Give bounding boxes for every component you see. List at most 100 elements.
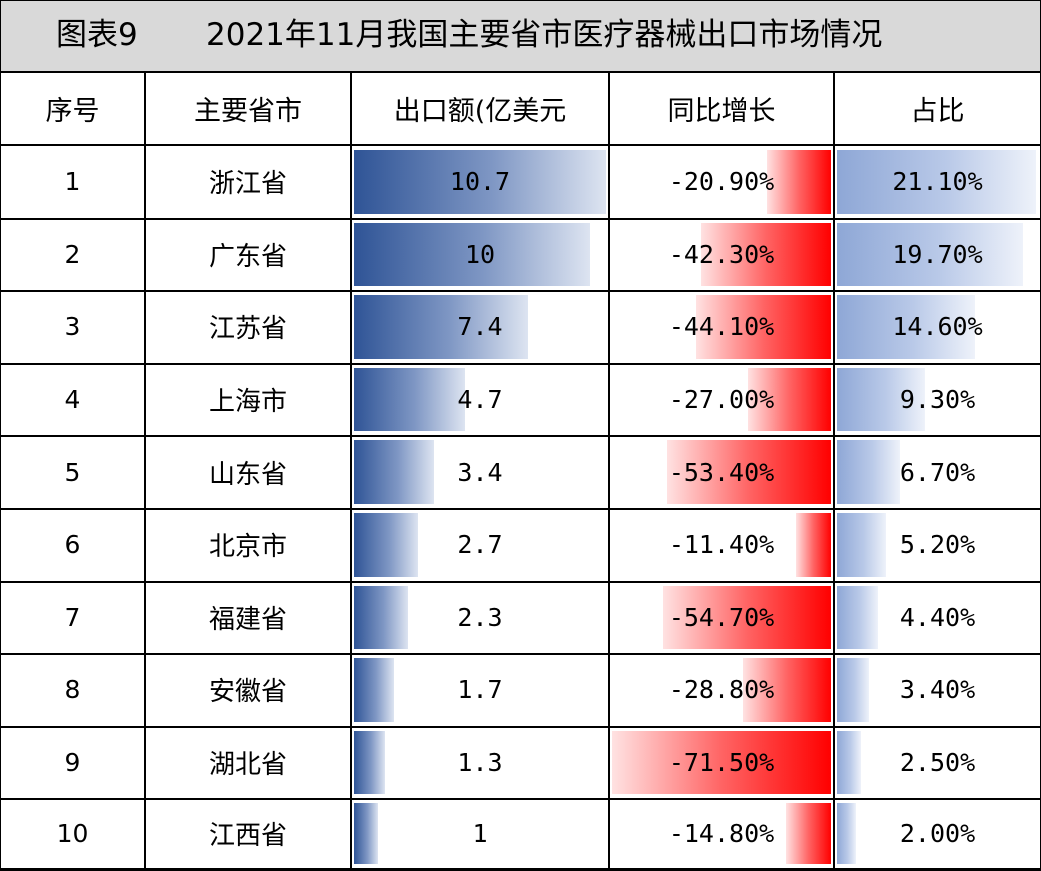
growth-bar (695, 295, 831, 359)
share-value: 5.20% (899, 530, 976, 560)
row-index: 5 (64, 457, 81, 487)
province-name: 安徽省 (208, 677, 287, 708)
province-name: 江苏省 (208, 314, 287, 345)
header-cell: 主要省市 (146, 73, 352, 146)
export-bar (354, 440, 435, 504)
export-value: 1.7 (457, 675, 503, 705)
province-name: 江西省 (208, 821, 287, 852)
table-cell: 山东省 (146, 436, 352, 510)
table-cell: 2.7 (352, 509, 610, 583)
share-value: 4.40% (899, 602, 976, 632)
growth-value: -28.80% (668, 675, 775, 705)
table-cell: -44.10% (610, 291, 835, 365)
share-value: 3.40% (899, 675, 976, 705)
table-cell: 北京市 (146, 509, 352, 583)
figure-label: 图表9 (56, 17, 138, 53)
table-cell: 6.70% (835, 436, 1040, 510)
share-value: 19.70% (892, 239, 983, 269)
table-cell: 10.7 (352, 146, 610, 220)
export-bar (354, 803, 378, 864)
province-name: 上海市 (208, 387, 287, 418)
growth-bar (663, 585, 831, 650)
table-cell: 江苏省 (146, 291, 352, 365)
row-index: 3 (64, 312, 81, 342)
table-cell: 3.4 (352, 436, 610, 510)
growth-value: -54.70% (668, 602, 775, 632)
growth-bar (796, 513, 831, 577)
header-cell: 占比 (835, 73, 1040, 146)
table-cell: 14.60% (835, 291, 1040, 365)
growth-value: -71.50% (668, 748, 775, 778)
growth-value: -27.00% (668, 385, 775, 415)
header-cell: 出口额(亿美元 (352, 73, 610, 146)
share-bar (837, 730, 861, 795)
growth-value: -11.40% (668, 530, 775, 560)
export-value: 1.3 (457, 748, 503, 778)
table-title: 2021年11月我国主要省市医疗器械出口市场情况 (206, 17, 883, 53)
header-label: 序号 (45, 96, 100, 127)
export-bar (354, 585, 409, 650)
province-name: 福建省 (208, 604, 287, 635)
export-bar (354, 658, 395, 722)
table-cell: 19.70% (835, 219, 1040, 293)
row-index: 10 (56, 819, 89, 849)
share-bar (837, 658, 870, 722)
table-cell: -42.30% (610, 218, 835, 293)
table-cell: 9.30% (835, 364, 1040, 438)
growth-value: -53.40% (668, 457, 775, 487)
growth-bar (748, 367, 831, 432)
growth-bar (701, 222, 831, 287)
share-value: 21.10% (892, 167, 983, 197)
table-cell: 9 (1, 726, 146, 801)
export-value: 2.3 (457, 602, 503, 632)
export-value: 7.4 (457, 312, 503, 342)
export-bar (354, 222, 590, 287)
export-bar (354, 150, 606, 214)
table-cell: -53.40% (610, 436, 835, 510)
table-cell: 8 (1, 654, 146, 728)
share-bar (837, 513, 887, 577)
growth-bar (785, 803, 831, 864)
table-cell: -54.70% (610, 581, 835, 656)
table-cell: 1.3 (352, 726, 610, 801)
share-bar (837, 367, 925, 432)
export-value: 10 (464, 239, 496, 269)
export-bar (354, 367, 465, 432)
growth-bar (612, 730, 831, 795)
export-value: 3.4 (457, 457, 503, 487)
table-cell: -71.50% (610, 726, 835, 801)
table-cell: -11.40% (610, 509, 835, 583)
growth-value: -44.10% (668, 312, 775, 342)
table-cell: 10 (352, 218, 610, 293)
table-cell: 7.4 (352, 291, 610, 365)
table-cell: 1.7 (352, 654, 610, 728)
province-name: 浙江省 (208, 169, 287, 200)
row-index: 7 (64, 602, 81, 632)
table-cell: 3 (1, 291, 146, 365)
share-value: 9.30% (899, 385, 976, 415)
table-cell: 21.10% (835, 146, 1040, 220)
table-cell: 3.40% (835, 654, 1040, 728)
table-cell: 7 (1, 581, 146, 656)
growth-bar (767, 150, 831, 214)
export-bar (354, 513, 418, 577)
table-cell: 2.50% (835, 727, 1040, 801)
table-cell: 浙江省 (146, 146, 352, 220)
row-index: 8 (64, 675, 81, 705)
row-index: 1 (64, 167, 81, 197)
share-bar (837, 150, 1036, 214)
table-cell: 湖北省 (146, 726, 352, 801)
table-cell: 10 (1, 799, 146, 870)
row-index: 6 (64, 530, 81, 560)
table-cell: 4.7 (352, 363, 610, 438)
table-cell: 4.40% (835, 582, 1040, 656)
export-value: 10.7 (449, 167, 511, 197)
share-bar (837, 222, 1023, 287)
header-cell: 序号 (1, 73, 146, 146)
export-bar (354, 295, 529, 359)
table-cell: 安徽省 (146, 654, 352, 728)
header-label: 主要省市 (194, 96, 302, 127)
header-cell: 同比增长 (610, 73, 835, 146)
table-cell: 上海市 (146, 363, 352, 438)
